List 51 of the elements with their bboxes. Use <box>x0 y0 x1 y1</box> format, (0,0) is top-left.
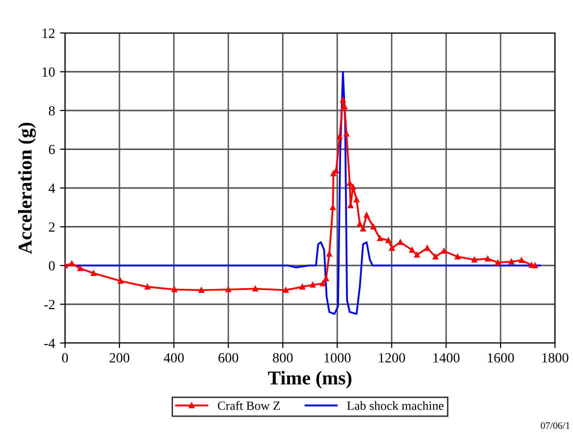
point <box>354 196 360 202</box>
point <box>360 226 366 232</box>
point <box>364 212 370 218</box>
point <box>326 251 332 257</box>
legend-label: Lab shock machine <box>347 401 444 410</box>
point <box>398 239 404 246</box>
point <box>342 104 348 110</box>
x-tick-label: 0 <box>62 353 68 362</box>
point <box>348 202 354 208</box>
y-tick-label: 6 <box>48 144 55 154</box>
point <box>336 134 342 140</box>
x-tick-label: 600 <box>218 353 238 362</box>
point <box>495 260 501 266</box>
y-tick-label: -2 <box>44 300 55 310</box>
x-axis-title: Time (ms) <box>268 370 352 389</box>
point <box>344 130 350 137</box>
x-tick-label: 1800 <box>542 353 568 362</box>
y-tick-label: 8 <box>48 106 55 116</box>
point <box>330 204 336 210</box>
x-tick-label: 1200 <box>379 353 406 362</box>
point <box>357 221 363 227</box>
y-tick-label: -4 <box>44 338 56 348</box>
point <box>252 286 258 292</box>
x-tick-label: 1600 <box>488 353 514 362</box>
x-tick-label: 1000 <box>324 353 351 362</box>
point <box>472 256 478 262</box>
point <box>282 287 289 293</box>
point <box>346 180 353 186</box>
y-tick-label: 4 <box>48 184 56 193</box>
point <box>172 286 178 292</box>
legend-label: Craft Bow Z <box>218 401 280 410</box>
x-tick-label: 400 <box>164 353 184 362</box>
y-tick-label: 0 <box>48 261 55 270</box>
y-axis-title: Acceleration (g) <box>18 122 36 254</box>
point <box>484 256 491 262</box>
point <box>226 286 232 292</box>
point <box>90 270 96 276</box>
x-tick-label: 800 <box>272 353 293 362</box>
point <box>389 245 395 251</box>
x-tick-label: 200 <box>110 353 130 362</box>
point <box>508 258 514 264</box>
text: 07/06/1 <box>540 422 570 429</box>
point <box>370 224 376 230</box>
point <box>323 276 329 282</box>
y-tick-label: 10 <box>42 67 55 77</box>
y-tick-label: 12 <box>42 28 55 38</box>
x-tick-label: 1400 <box>433 353 460 362</box>
point <box>198 287 204 293</box>
y-tick-label: 2 <box>48 222 55 232</box>
point <box>518 257 524 264</box>
line-series <box>65 70 541 315</box>
